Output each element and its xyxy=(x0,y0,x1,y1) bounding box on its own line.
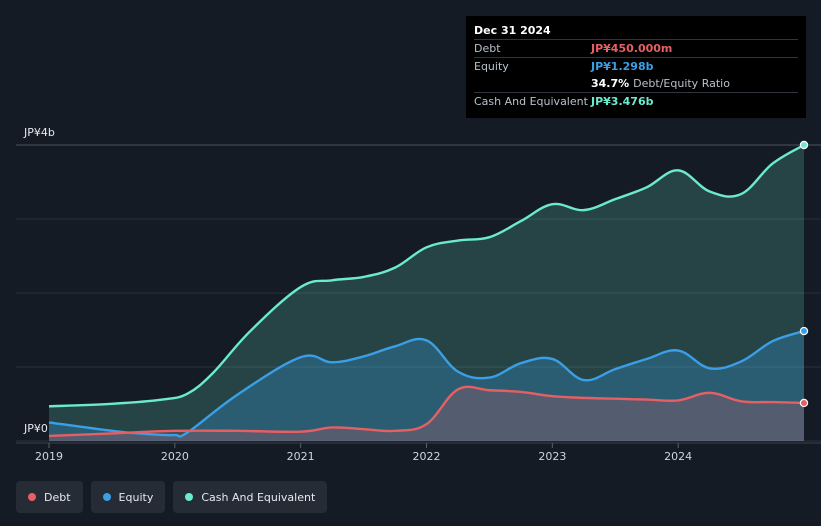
gridlines xyxy=(16,144,821,444)
debt-endpoint xyxy=(799,398,809,408)
tooltip-cash-value: JP¥3.476b xyxy=(591,95,654,108)
series-lines xyxy=(48,143,805,438)
x-tick-label: 2020 xyxy=(161,450,189,463)
data-tooltip: Dec 31 2024 Debt JP¥450.000m Equity JP¥1… xyxy=(466,16,806,118)
legend-cash-label: Cash And Equivalent xyxy=(201,490,316,504)
tooltip-ratio-value: 34.7% xyxy=(591,77,630,90)
x-tick-label: 2019 xyxy=(35,450,63,463)
cash-endpoint xyxy=(799,140,809,150)
tooltip-cash-row: Cash And Equivalent JP¥3.476b xyxy=(474,92,798,110)
equity-area xyxy=(49,331,804,441)
tooltip-equity-row: Equity JP¥1.298b xyxy=(474,57,798,75)
cash-line xyxy=(48,143,805,408)
equity-dot-icon xyxy=(102,493,111,501)
tooltip-cash-label: Cash And Equivalent xyxy=(474,95,588,108)
legend-item-equity[interactable]: Equity xyxy=(90,481,166,513)
y-tick-label: JP¥0 xyxy=(23,422,48,435)
x-tick-label: 2023 xyxy=(538,450,566,463)
debt-dot-icon xyxy=(28,493,36,501)
series-endpoints xyxy=(799,140,809,408)
legend-debt-label: Debt xyxy=(44,490,71,504)
equity-line xyxy=(48,329,805,438)
debt-line xyxy=(48,385,805,438)
series-areas xyxy=(49,145,804,441)
legend-item-debt[interactable]: Debt xyxy=(16,481,83,513)
tooltip-date: Dec 31 2024 xyxy=(474,24,551,37)
x-tick-label: 2021 xyxy=(287,450,315,463)
chart-legend: Debt Equity Cash And Equivalent xyxy=(16,481,328,513)
tooltip-debt-row: Debt JP¥450.000m xyxy=(474,39,798,57)
tooltip-equity-label: Equity xyxy=(474,60,509,73)
x-tick-label: 2024 xyxy=(664,450,692,463)
y-tick-label: JP¥4b xyxy=(23,126,55,139)
legend-item-cash[interactable]: Cash And Equivalent xyxy=(173,481,328,513)
debt-area xyxy=(49,386,804,441)
legend-equity-label: Equity xyxy=(118,490,154,504)
tooltip-equity-value: JP¥1.298b xyxy=(591,60,654,73)
y-axis-ticks: JP¥4b JP¥0 xyxy=(23,126,55,435)
tooltip-ratio-label: Debt/Equity Ratio xyxy=(633,77,730,90)
cash-dot-icon xyxy=(185,493,194,501)
equity-endpoint xyxy=(799,326,809,336)
cash-area xyxy=(49,145,804,441)
x-axis-ticks: 2019 2020 2021 2022 2023 2024 xyxy=(35,443,692,463)
tooltip-debt-label: Debt xyxy=(474,42,501,55)
tooltip-ratio-row: 34.7% Debt/Equity Ratio xyxy=(474,75,798,92)
tooltip-debt-value: JP¥450.000m xyxy=(591,42,673,55)
x-tick-label: 2022 xyxy=(413,450,441,463)
